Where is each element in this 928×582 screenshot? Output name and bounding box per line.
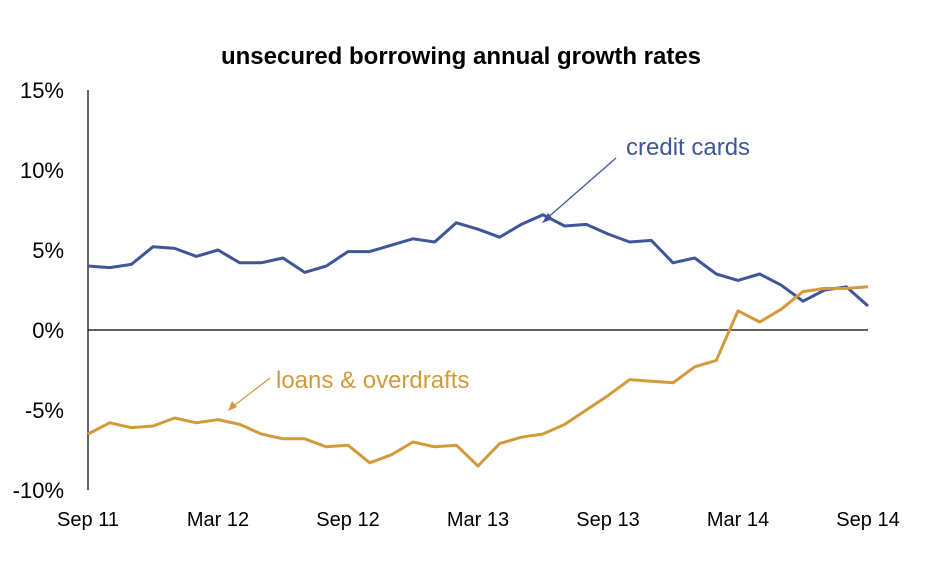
y-tick-label: 5% bbox=[32, 238, 64, 263]
loans-overdrafts-label: loans & overdrafts bbox=[276, 367, 469, 394]
y-tick-label: -5% bbox=[25, 398, 64, 423]
x-tick-label: Sep 11 bbox=[57, 509, 119, 531]
x-tick-label: Sep 13 bbox=[576, 509, 639, 531]
y-tick-label: -10% bbox=[13, 478, 64, 503]
credit-cards-label: credit cards bbox=[626, 134, 750, 161]
chart-title: unsecured borrowing annual growth rates bbox=[221, 43, 701, 70]
annotations: credit cards loans & overdrafts bbox=[228, 134, 750, 411]
y-tick-label: 10% bbox=[20, 158, 64, 183]
y-tick-label: 15% bbox=[20, 78, 64, 103]
loans-overdrafts-arrow bbox=[230, 377, 271, 409]
loans-overdrafts-arrowhead bbox=[228, 401, 237, 411]
loans-overdrafts-series-line bbox=[87, 285, 869, 468]
x-tick-label: Sep 12 bbox=[316, 509, 379, 531]
x-axis-ticks: Sep 11 Mar 12 Sep 12 Mar 13 Sep 13 Mar 14 Sep … bbox=[57, 509, 900, 531]
y-axis-ticks: 15% 10% 5% 0% -5% -10% bbox=[13, 78, 64, 503]
series-group bbox=[87, 213, 869, 468]
x-tick-label: Mar 14 bbox=[707, 509, 769, 531]
credit-cards-series-line bbox=[87, 213, 869, 308]
x-tick-label: Sep 14 bbox=[836, 509, 899, 531]
x-tick-label: Mar 13 bbox=[447, 509, 509, 531]
y-tick-label: 0% bbox=[32, 318, 64, 343]
x-tick-label: Mar 12 bbox=[187, 509, 249, 531]
credit-cards-arrowhead bbox=[542, 213, 553, 223]
credit-cards-arrow bbox=[544, 157, 617, 221]
